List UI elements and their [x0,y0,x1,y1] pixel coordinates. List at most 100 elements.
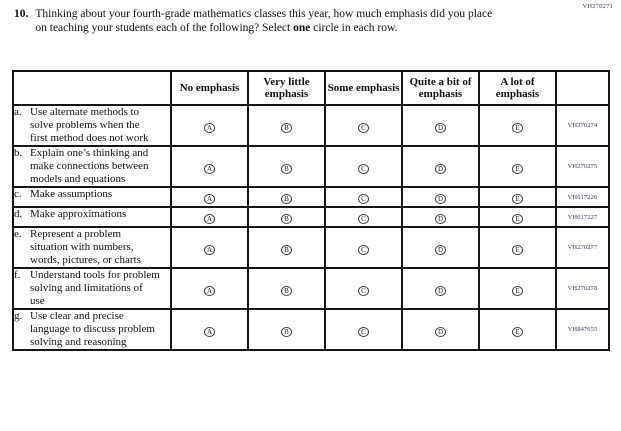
row-letter: a. [14,106,22,118]
header-very-little-emphasis: Very little emphasis [247,70,326,106]
answer-circle-d[interactable]: D [435,214,446,224]
row-label-cell: e. Represent a problem situation with num… [12,226,172,269]
answer-circle-e[interactable]: E [512,163,523,174]
table-row: g. Use clear and precise language to disc… [12,308,610,351]
answer-circle-d[interactable]: D [435,244,446,255]
row-code: VH847655 [555,308,610,351]
answer-circle-a[interactable]: A [204,122,215,133]
answer-circle-e[interactable]: E [512,214,523,224]
option-cell: B [247,226,326,269]
answer-circle-a[interactable]: A [204,326,215,337]
row-label-cell: d. Make approximations [12,206,172,228]
answer-circle-c[interactable]: C [358,214,369,224]
option-cell: C [324,186,403,208]
table-row: c. Make assumptions A B C D E VH617226 [12,186,610,208]
row-letter: b. [14,147,23,159]
answer-circle-b[interactable]: B [281,122,292,133]
header-a-lot-of-emphasis: A lot of emphasis [478,70,557,106]
row-code: VH270278 [555,267,610,310]
question-text-end: circle in each row. [310,21,398,34]
answer-circle-c[interactable]: C [358,163,369,174]
row-label: Explain one’s thinking and make connecti… [30,147,149,185]
question-text-bold: one [293,21,311,34]
question-number: 10. [14,8,29,20]
row-label-cell: b. Explain one’s thinking and make connec… [12,145,172,188]
option-cell: E [478,104,557,147]
answer-circle-c[interactable]: C [358,244,369,255]
option-cell: B [247,206,326,228]
answer-circle-e[interactable]: E [512,194,523,204]
emphasis-table: No emphasis Very little emphasis Some em… [12,70,610,351]
question-text: Thinking about your fourth-grade mathema… [35,8,497,35]
answer-circle-a[interactable]: A [204,194,215,204]
answer-circle-b[interactable]: B [281,326,292,337]
answer-circle-d[interactable]: D [435,285,446,296]
row-label: Make assumptions [30,188,113,200]
row-label: Make approximations [30,208,127,220]
row-label-cell: c. Make assumptions [12,186,172,208]
option-cell: E [478,145,557,188]
option-cell: C [324,206,403,228]
answer-circle-b[interactable]: B [281,194,292,204]
option-cell: D [401,104,480,147]
table-row: e. Represent a problem situation with num… [12,226,610,269]
row-letter: d. [14,208,23,220]
option-cell: E [478,206,557,228]
answer-circle-c[interactable]: C [358,194,369,204]
answer-circle-a[interactable]: A [204,163,215,174]
question-block: 10. Thinking about your fourth-grade mat… [14,8,504,35]
option-cell: D [401,186,480,208]
option-cell: C [324,308,403,351]
option-cell: B [247,145,326,188]
option-cell: B [247,186,326,208]
option-cell: E [478,308,557,351]
header-some-emphasis: Some emphasis [324,70,403,106]
header-no-emphasis: No emphasis [170,70,249,106]
option-cell: E [478,226,557,269]
answer-circle-e[interactable]: E [512,285,523,296]
table-row: f. Understand tools for problem solving a… [12,267,610,310]
answer-circle-b[interactable]: B [281,285,292,296]
answer-circle-d[interactable]: D [435,163,446,174]
answer-circle-a[interactable]: A [204,285,215,296]
option-cell: D [401,267,480,310]
option-cell: A [170,104,249,147]
option-cell: D [401,145,480,188]
option-cell: C [324,267,403,310]
answer-circle-d[interactable]: D [435,194,446,204]
answer-circle-c[interactable]: C [358,122,369,133]
row-code: VH617227 [555,206,610,228]
answer-circle-b[interactable]: B [281,163,292,174]
answer-circle-d[interactable]: D [435,122,446,133]
table-row: a. Use alternate methods to solve problem… [12,104,610,147]
answer-circle-e[interactable]: E [512,122,523,133]
row-label: Use clear and precise language to discus… [30,310,155,348]
answer-circle-c[interactable]: C [358,326,369,337]
row-code: VH270274 [555,104,610,147]
answer-circle-b[interactable]: B [281,214,292,224]
answer-circle-e[interactable]: E [512,326,523,337]
answer-circle-a[interactable]: A [204,214,215,224]
form-code: VH270271 [582,3,613,10]
answer-circle-d[interactable]: D [435,326,446,337]
header-empty-label [12,70,172,106]
row-letter: c. [14,188,22,200]
answer-circle-a[interactable]: A [204,244,215,255]
row-label: Understand tools for problem solving and… [30,269,160,307]
row-letter: g. [14,310,23,322]
row-letter: e. [14,228,22,240]
option-cell: A [170,226,249,269]
answer-circle-e[interactable]: E [512,244,523,255]
option-cell: B [247,267,326,310]
option-cell: A [170,145,249,188]
option-cell: D [401,226,480,269]
answer-circle-c[interactable]: C [358,285,369,296]
row-label-cell: a. Use alternate methods to solve problem… [12,104,172,147]
row-code: VH270275 [555,145,610,188]
row-label-cell: f. Understand tools for problem solving a… [12,267,172,310]
option-cell: A [170,206,249,228]
option-cell: E [478,267,557,310]
row-code: VH617226 [555,186,610,208]
option-cell: B [247,308,326,351]
answer-circle-b[interactable]: B [281,244,292,255]
